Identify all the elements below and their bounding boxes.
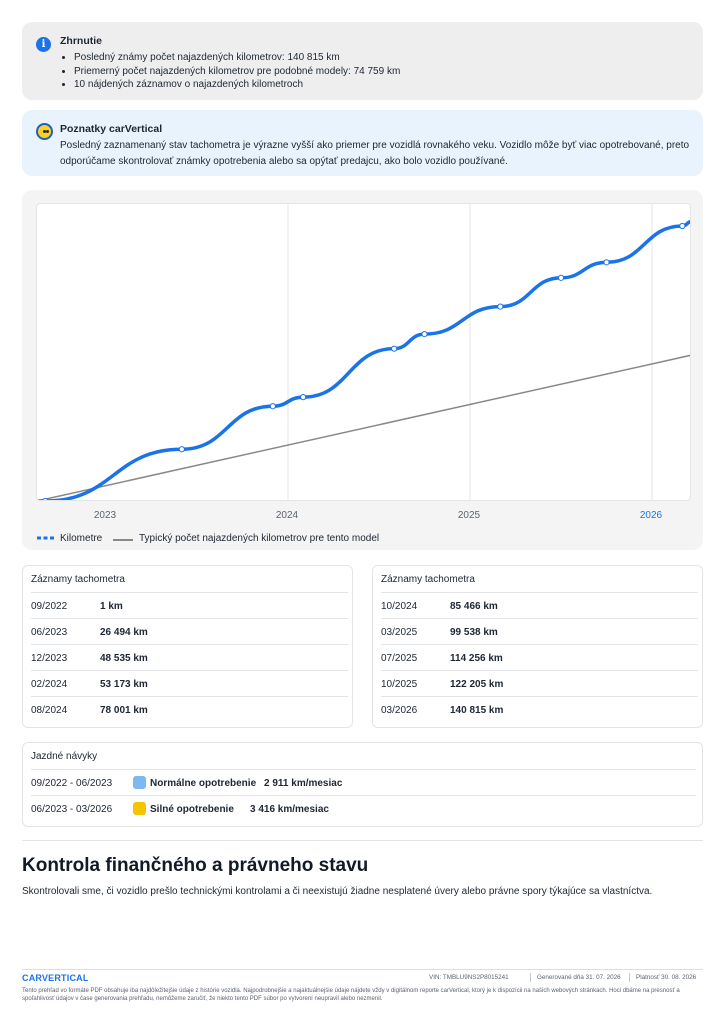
habit-rate: 3 416 km/mesiac [250, 804, 329, 815]
summary-item: Posledný známy počet najazdených kilomet… [74, 51, 400, 65]
mileage-chart [36, 203, 691, 501]
insights-title: Poznatky carVertical [60, 123, 163, 135]
record-value: 114 256 km [450, 653, 503, 664]
summary-title: Zhrnutie [60, 35, 102, 47]
habit-rate: 2 911 km/mesiac [264, 778, 343, 789]
table-row: 02/2024 53 173 km [31, 670, 348, 696]
kilometre-line [37, 219, 690, 500]
summary-item: Priemerný počet najazdených kilometrov p… [74, 65, 400, 79]
record-date: 09/2022 [31, 601, 68, 612]
record-date: 06/2023 [31, 627, 68, 638]
kilometre-point [300, 394, 307, 401]
insights-card: Poznatky carVertical Posledný zaznamenan… [22, 110, 703, 176]
table-row: 06/2023 26 494 km [31, 618, 348, 644]
record-date: 07/2025 [381, 653, 418, 664]
habit-row: 09/2022 - 06/2023 Normálne opotrebenie 2… [31, 769, 696, 795]
table-row: 10/2024 85 466 km [381, 592, 698, 618]
table-row: 07/2025 114 256 km [381, 644, 698, 670]
habit-label: Normálne opotrebenie [150, 778, 257, 789]
table-row: 08/2024 78 001 km [31, 696, 348, 722]
legend-typical-swatch [113, 539, 133, 541]
carvertical-mascot-icon [36, 123, 53, 140]
footer-separator [629, 973, 630, 982]
record-value: 85 466 km [450, 601, 498, 612]
table-row: 10/2025 122 205 km [381, 670, 698, 696]
legend-typical-label: Typický počet najazdených kilometrov pre… [139, 533, 380, 544]
table-title: Záznamy tachometra [381, 574, 475, 585]
x-tick-label: 2024 [275, 510, 299, 521]
legend-kilometre-label: Kilometre [60, 533, 103, 544]
info-icon: i [36, 37, 51, 52]
kilometre-point [557, 274, 565, 281]
record-date: 03/2025 [381, 627, 418, 638]
footer-generated: Generované dňa 31. 07. 2026 [537, 974, 621, 981]
kilometre-point [42, 497, 49, 500]
kilometre-point [269, 403, 276, 410]
summary-card: i Zhrnutie Posledný známy počet najazden… [22, 22, 703, 100]
footer-separator [530, 973, 531, 982]
habit-period: 09/2022 - 06/2023 [31, 778, 113, 789]
x-tick-label: 2023 [93, 510, 117, 521]
record-value: 140 815 km [450, 705, 504, 716]
carvertical-logo: CARVERTICAL [22, 973, 89, 983]
table-row: 09/2022 1 km [31, 592, 348, 618]
table-row: 12/2023 48 535 km [31, 644, 348, 670]
footer-vin: VIN: TMBLU9NS2P8015241 [429, 974, 509, 981]
chart-svg [37, 204, 690, 500]
record-value: 26 494 km [100, 627, 148, 638]
odometer-table-left: Záznamy tachometra 09/2022 1 km 06/2023 26… [22, 565, 353, 728]
kilometre-point [497, 303, 504, 310]
footer-divider [22, 969, 703, 970]
record-date: 03/2026 [381, 705, 418, 716]
typical-mileage-line [38, 354, 690, 500]
section-lead: Skontrolovali sme, či vozidlo prešlo tec… [22, 886, 653, 897]
section-divider [22, 840, 703, 841]
legend-kilometre-swatch [37, 536, 55, 540]
record-date: 08/2024 [31, 705, 68, 716]
driving-habits-table: Jazdné návyky 09/2022 - 06/2023 Normálne… [22, 742, 703, 827]
record-value: 78 001 km [100, 705, 148, 716]
wear-color-swatch [133, 776, 146, 789]
record-value: 48 535 km [100, 653, 148, 664]
footer-valid: Platnosť 30. 08. 2026 [636, 974, 697, 981]
table-row: 03/2025 99 538 km [381, 618, 698, 644]
footer-disclaimer: Tento prehľad vo formáte PDF obsahuje ib… [22, 988, 680, 1002]
table-title: Záznamy tachometra [31, 574, 125, 585]
record-value: 53 173 km [100, 679, 148, 690]
habit-period: 06/2023 - 03/2026 [31, 804, 113, 815]
x-tick-label: 2025 [457, 510, 481, 521]
kilometre-point [603, 259, 610, 266]
record-date: 02/2024 [31, 679, 68, 690]
record-date: 10/2025 [381, 679, 418, 690]
summary-list: Posledný známy počet najazdených kilomet… [74, 51, 400, 92]
odometer-table-right: Záznamy tachometra 10/2024 85 466 km 03/2… [372, 565, 703, 728]
record-date: 10/2024 [381, 601, 418, 612]
habit-row: 06/2023 - 03/2026 Silné opotrebenie 3 41… [31, 795, 696, 821]
wear-color-swatch [133, 802, 146, 815]
record-date: 12/2023 [31, 653, 68, 664]
summary-item: 10 nájdených záznamov o najazdených kilo… [74, 78, 400, 92]
record-value: 99 538 km [450, 627, 498, 638]
habit-label: Silné opotrebenie [150, 804, 234, 815]
kilometre-point [421, 330, 428, 338]
table-row: 03/2026 140 815 km [381, 696, 698, 722]
x-tick-label-active: 2026 [639, 510, 663, 521]
kilometre-point [178, 446, 185, 453]
insights-text: Posledný zaznamenaný stav tachometra je … [60, 140, 690, 167]
record-value: 1 km [100, 601, 123, 612]
kilometre-point [679, 222, 686, 230]
table-title: Jazdné návyky [31, 751, 98, 762]
kilometre-point [391, 345, 398, 352]
section-title: Kontrola finančného a právneho stavu [22, 855, 369, 876]
record-value: 122 205 km [450, 679, 504, 690]
